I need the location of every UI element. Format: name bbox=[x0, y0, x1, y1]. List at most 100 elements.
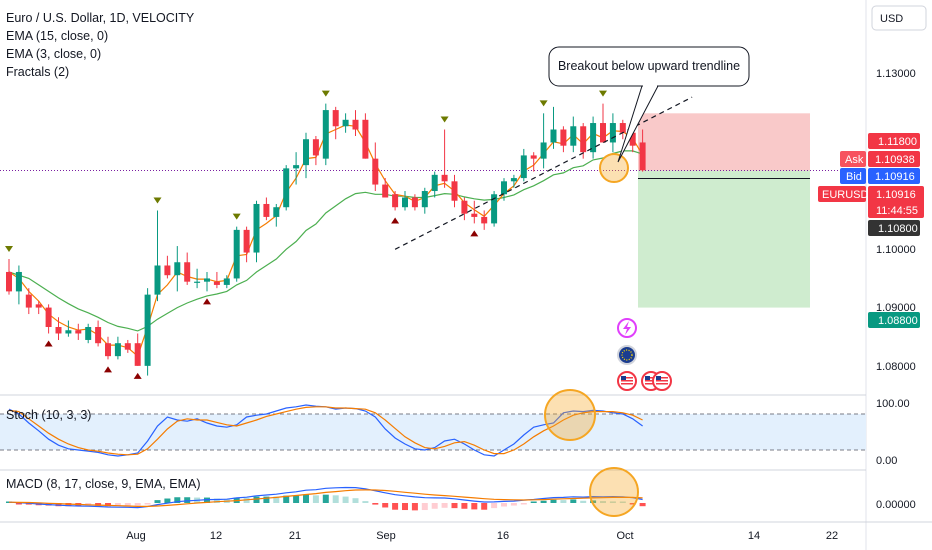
legend-ema3: EMA (3, close, 0) bbox=[6, 47, 101, 61]
legend-fractals: Fractals (2) bbox=[6, 65, 69, 79]
candle-body bbox=[550, 129, 557, 143]
stop-loss-tag bbox=[868, 133, 920, 149]
time-label: 22 bbox=[826, 530, 838, 542]
candle-body bbox=[580, 126, 587, 153]
candle-body bbox=[194, 281, 201, 283]
fractal-up-marker bbox=[232, 213, 241, 220]
candle-body bbox=[491, 194, 498, 224]
time-label: 21 bbox=[289, 530, 301, 542]
time-label: 16 bbox=[497, 530, 509, 542]
macd-histogram-bar bbox=[471, 503, 478, 510]
trendline-group bbox=[394, 96, 810, 250]
eu-flag-event-icon[interactable] bbox=[617, 345, 637, 365]
macd-histogram-bar bbox=[154, 500, 161, 503]
candle-body bbox=[15, 271, 22, 292]
macd-histogram-bar bbox=[619, 501, 626, 503]
take-profit-zone bbox=[638, 170, 810, 308]
candle-body bbox=[204, 278, 210, 282]
candle-body bbox=[332, 110, 339, 127]
candle-body bbox=[124, 343, 131, 350]
candle-body bbox=[85, 327, 92, 340]
candle-body bbox=[510, 178, 517, 182]
bid-label-text: Bid bbox=[846, 171, 862, 183]
price-tick: 1.10000 bbox=[876, 244, 916, 256]
candle-body bbox=[293, 165, 300, 169]
time-label: Sep bbox=[376, 530, 396, 542]
stoch-highlight bbox=[544, 389, 596, 441]
us-flag-event-icon-3[interactable] bbox=[652, 371, 672, 391]
macd-histogram-bar bbox=[293, 495, 300, 503]
candle-body bbox=[520, 155, 527, 179]
macd-histogram-bar bbox=[382, 503, 389, 508]
macd-histogram-bar bbox=[263, 496, 270, 503]
candle-body bbox=[451, 181, 458, 201]
candle-body bbox=[501, 181, 507, 195]
price-tick: 1.09000 bbox=[876, 302, 916, 314]
symbol-tag-text: EURUSD bbox=[822, 189, 869, 201]
macd-histogram-bar bbox=[164, 498, 171, 503]
candle-body bbox=[283, 168, 290, 208]
macd-histogram-bar bbox=[590, 500, 597, 503]
take-profit-tag bbox=[868, 312, 920, 328]
macd-histogram-bar bbox=[629, 503, 636, 505]
candle-body bbox=[352, 119, 359, 130]
macd-histogram-bar bbox=[253, 496, 260, 503]
candle-body bbox=[65, 330, 72, 334]
candle-body bbox=[154, 265, 161, 295]
candle-body bbox=[570, 126, 577, 146]
target-tag bbox=[868, 220, 920, 236]
macd-histogram-bar bbox=[124, 503, 131, 506]
candle-body bbox=[590, 123, 597, 153]
macd-histogram-bar bbox=[273, 496, 280, 503]
macd-histogram-bar bbox=[510, 503, 517, 506]
candle-body bbox=[25, 294, 32, 308]
us-flag-event-icon[interactable] bbox=[617, 371, 637, 391]
candle-body bbox=[253, 203, 260, 253]
currency-button[interactable] bbox=[871, 5, 927, 31]
candle-body bbox=[342, 119, 349, 127]
upward-trendline bbox=[394, 96, 693, 250]
target-tag-text: 1.10800 bbox=[878, 223, 918, 235]
macd-histogram-bar bbox=[372, 503, 379, 505]
candle-body bbox=[619, 123, 626, 133]
macd-histogram-bar bbox=[144, 503, 151, 505]
bid-label-tag bbox=[840, 168, 866, 184]
fractal-up-marker bbox=[440, 116, 449, 123]
stoch-lines bbox=[8, 404, 643, 457]
lightning-event-icon[interactable] bbox=[617, 318, 637, 338]
stoch-band bbox=[0, 414, 866, 450]
stoch-tick: 0.00 bbox=[876, 455, 897, 467]
candle-body bbox=[560, 129, 567, 146]
fractal-down-marker bbox=[203, 298, 211, 305]
fractal-up-marker bbox=[153, 197, 162, 204]
macd-histogram-bar bbox=[402, 503, 408, 511]
macd-histogram-bar bbox=[451, 503, 458, 509]
candle-body bbox=[114, 343, 121, 357]
macd-histogram-bar bbox=[431, 503, 438, 509]
stop-loss-tag-text: 1.11800 bbox=[878, 136, 917, 148]
time-label: 12 bbox=[210, 530, 222, 542]
macd-highlight bbox=[589, 467, 639, 517]
macd-histogram-bar bbox=[204, 497, 210, 503]
macd-histogram-bar bbox=[481, 503, 488, 510]
macd-histogram-bar bbox=[550, 499, 557, 503]
candle-body bbox=[134, 343, 141, 366]
macd-histogram-bar bbox=[15, 503, 22, 505]
breakout-highlight bbox=[599, 153, 629, 183]
macd-histogram-bar bbox=[332, 495, 339, 503]
stoch-tick: 100.00 bbox=[876, 398, 910, 410]
candle-body bbox=[273, 207, 280, 217]
macd-histogram-bar bbox=[174, 497, 181, 503]
ask-value-tag bbox=[868, 151, 920, 167]
macd-histogram-bar bbox=[105, 503, 111, 507]
macd-series bbox=[6, 486, 646, 511]
candle-body bbox=[6, 271, 12, 292]
candle-body bbox=[392, 194, 399, 208]
candle-body bbox=[35, 304, 42, 308]
macd-histogram-bar bbox=[600, 501, 606, 503]
candle-body bbox=[223, 278, 230, 285]
candle-body bbox=[411, 197, 418, 208]
currency-button-label: USD bbox=[880, 13, 903, 25]
candle-body bbox=[530, 155, 537, 159]
